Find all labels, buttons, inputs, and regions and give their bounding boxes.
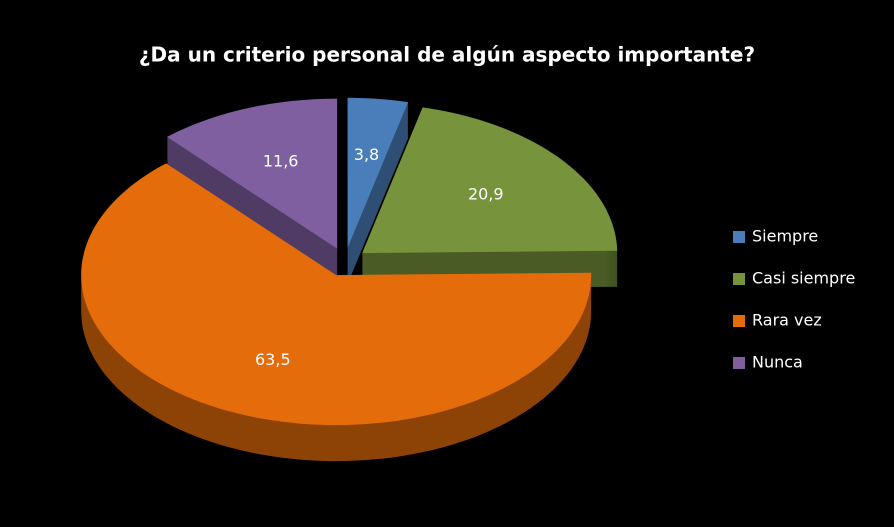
legend-label: Rara vez xyxy=(752,311,822,330)
legend-swatch xyxy=(733,315,745,327)
slice xyxy=(167,98,338,249)
data-label: 11,6 xyxy=(263,151,299,170)
slice xyxy=(81,163,592,426)
legend-swatch xyxy=(733,273,745,285)
slice xyxy=(347,97,409,248)
slice xyxy=(362,107,618,254)
legend-label: Nunca xyxy=(752,353,803,372)
data-label: 20,9 xyxy=(468,185,504,204)
data-label: 63,5 xyxy=(255,350,291,369)
legend-swatch xyxy=(733,357,745,369)
legend-swatch xyxy=(733,231,745,243)
data-label: 3,8 xyxy=(354,145,379,164)
chart-title: ¿Da un criterio personal de algún aspect… xyxy=(139,43,755,67)
legend-label: Casi siempre xyxy=(752,269,855,288)
legend-label: Siempre xyxy=(752,227,818,246)
